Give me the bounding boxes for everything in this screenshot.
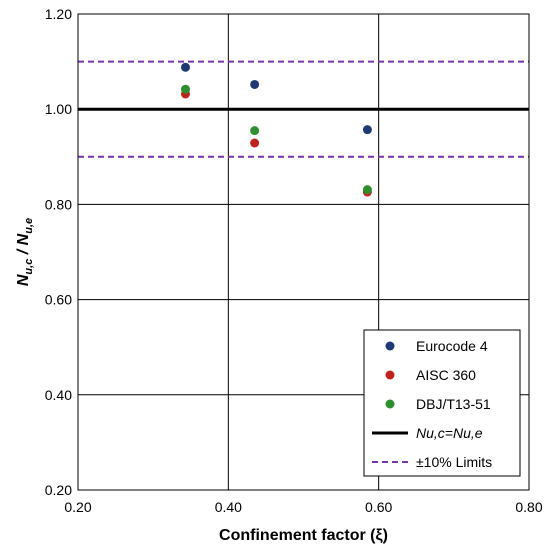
data-point <box>362 125 372 135</box>
data-points <box>180 62 372 197</box>
y-tick-label: 0.60 <box>45 292 72 308</box>
tick-labels: 0.20 0.40 0.60 0.80 0.20 0.40 0.60 0.80 1.00 1.20 <box>45 6 543 515</box>
legend-label: Nu,c=Nu,e <box>416 425 483 441</box>
x-axis-label: Confinement factor (ξ) <box>219 527 388 544</box>
y-tick-label: 0.80 <box>45 196 72 212</box>
y-axis-label-main: N <box>15 274 32 286</box>
legend-label: AISC 360 <box>416 367 476 383</box>
legend-marker <box>385 399 395 409</box>
data-point <box>362 185 372 195</box>
legend-marker <box>385 370 395 380</box>
legend-label: DBJ/T13-51 <box>416 396 491 412</box>
y-tick-label: 0.20 <box>45 482 72 498</box>
y-axis-label-main2: N <box>15 233 32 245</box>
x-tick-label: 0.60 <box>365 499 392 515</box>
legend: Eurocode 4 AISC 360 DBJ/T13-51 Nu,c=Nu,e ±10… <box>363 329 521 477</box>
y-tick-label: 0.40 <box>45 387 72 403</box>
x-tick-label: 0.40 <box>215 499 242 515</box>
legend-marker <box>385 341 395 351</box>
y-axis-label-sep: / <box>15 245 32 258</box>
x-tick-label: 0.20 <box>64 499 91 515</box>
y-tick-label: 1.20 <box>45 6 72 22</box>
y-axis-label: Nu,c / Nu,e <box>15 218 35 286</box>
y-axis-label-sub1: u,c <box>23 259 35 275</box>
data-point <box>250 126 260 136</box>
y-tick-label: 1.00 <box>45 101 72 117</box>
legend-label: Eurocode 4 <box>416 338 488 354</box>
data-point <box>180 84 190 94</box>
y-axis-label-sub2: u,e <box>23 218 35 234</box>
reference-lines <box>78 60 529 158</box>
x-tick-label: 0.80 <box>515 499 542 515</box>
data-point <box>250 79 260 89</box>
data-point <box>180 62 190 72</box>
plot-frame <box>77 13 530 491</box>
legend-label: ±10% Limits <box>416 454 492 470</box>
data-point <box>250 138 260 148</box>
